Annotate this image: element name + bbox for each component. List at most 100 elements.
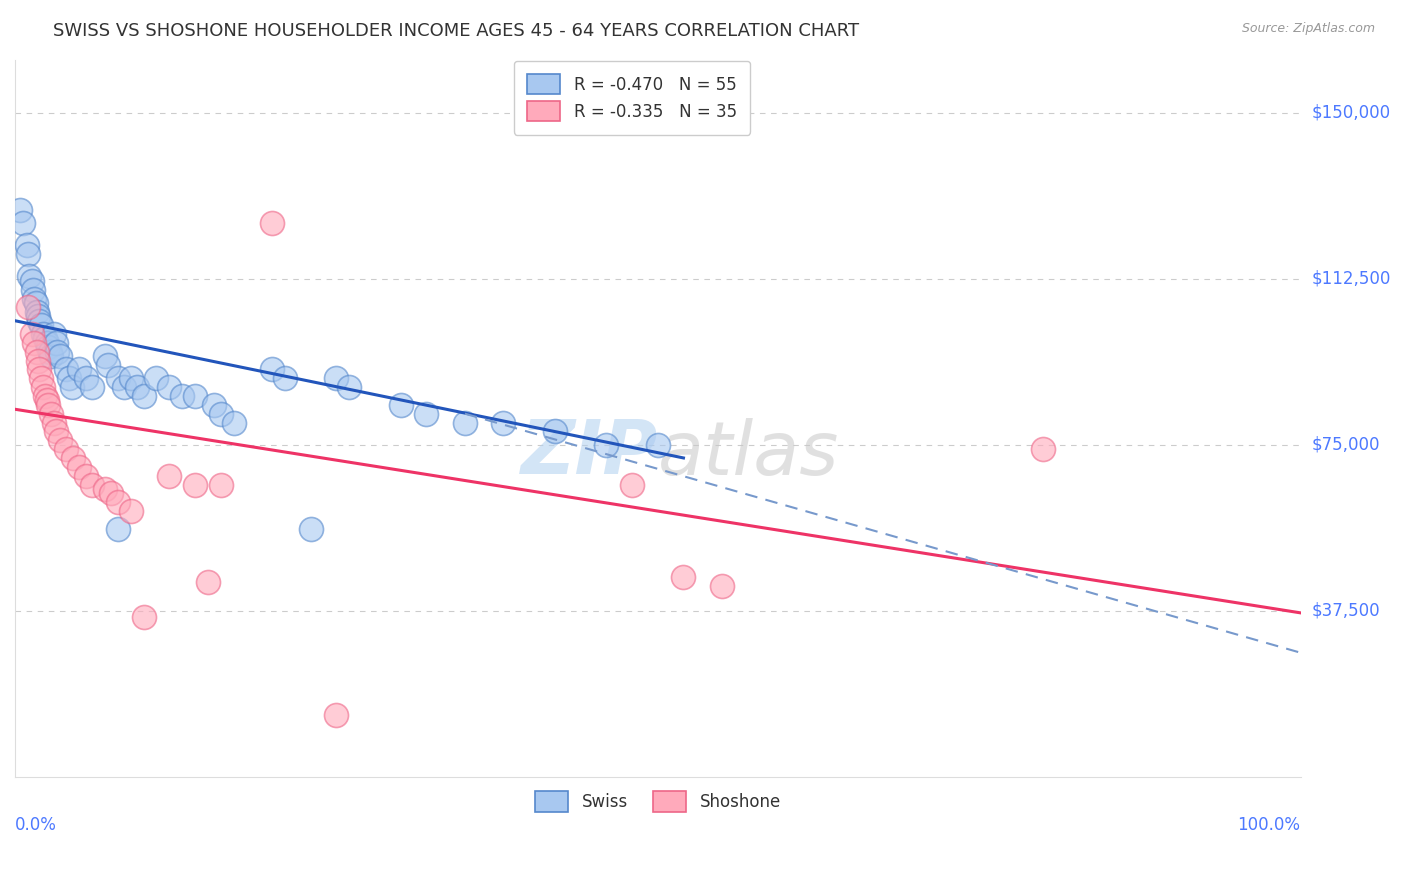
Text: 0.0%: 0.0% — [15, 816, 56, 834]
Point — [145, 371, 167, 385]
Point — [27, 353, 49, 368]
Point — [67, 362, 90, 376]
Point — [25, 305, 48, 319]
Point — [24, 296, 46, 310]
Point — [389, 398, 412, 412]
Point — [222, 416, 245, 430]
Point — [325, 371, 347, 385]
Point — [18, 269, 41, 284]
Point — [15, 238, 38, 252]
Point — [120, 504, 142, 518]
Point — [37, 398, 59, 412]
Point — [157, 380, 180, 394]
Point — [62, 450, 84, 465]
Point — [37, 393, 59, 408]
Point — [325, 707, 347, 722]
Point — [96, 358, 118, 372]
Point — [75, 468, 97, 483]
Point — [22, 335, 45, 350]
Point — [67, 459, 90, 474]
Point — [209, 407, 232, 421]
Text: Source: ZipAtlas.com: Source: ZipAtlas.com — [1241, 22, 1375, 36]
Point — [107, 522, 129, 536]
Text: $37,500: $37,500 — [1312, 601, 1381, 620]
Point — [17, 247, 39, 261]
Point — [595, 438, 617, 452]
Point — [621, 477, 644, 491]
Point — [711, 579, 734, 593]
Point — [34, 389, 56, 403]
Point — [17, 301, 39, 315]
Point — [672, 570, 695, 584]
Point — [454, 416, 477, 430]
Point — [132, 389, 155, 403]
Text: 100.0%: 100.0% — [1237, 816, 1301, 834]
Point — [37, 340, 59, 354]
Point — [32, 326, 55, 341]
Point — [37, 335, 59, 350]
Point — [209, 477, 232, 491]
Point — [46, 344, 69, 359]
Point — [25, 344, 48, 359]
Point — [262, 362, 284, 376]
Point — [202, 398, 225, 412]
Point — [94, 482, 117, 496]
Point — [1032, 442, 1054, 456]
Point — [544, 425, 567, 439]
Point — [60, 380, 83, 394]
Point — [492, 416, 515, 430]
Point — [274, 371, 297, 385]
Point — [262, 216, 284, 230]
Point — [647, 438, 669, 452]
Point — [82, 477, 104, 491]
Point — [184, 477, 207, 491]
Point — [32, 380, 55, 394]
Point — [55, 442, 77, 456]
Point — [157, 468, 180, 483]
Point — [28, 314, 51, 328]
Point — [21, 274, 44, 288]
Point — [184, 389, 207, 403]
Point — [127, 380, 149, 394]
Text: atlas: atlas — [658, 418, 839, 490]
Point — [30, 371, 52, 385]
Point — [58, 371, 80, 385]
Point — [30, 318, 52, 333]
Point — [55, 362, 77, 376]
Point — [39, 407, 62, 421]
Point — [75, 371, 97, 385]
Text: $150,000: $150,000 — [1312, 103, 1391, 121]
Point — [39, 349, 62, 363]
Point — [94, 349, 117, 363]
Text: ZIP: ZIP — [520, 417, 658, 491]
Text: $112,500: $112,500 — [1312, 269, 1391, 288]
Point — [21, 283, 44, 297]
Point — [132, 610, 155, 624]
Point — [49, 434, 72, 448]
Point — [172, 389, 194, 403]
Point — [337, 380, 360, 394]
Point — [120, 371, 142, 385]
Point — [82, 380, 104, 394]
Point — [22, 292, 45, 306]
Point — [42, 326, 65, 341]
Point — [415, 407, 437, 421]
Point — [107, 371, 129, 385]
Point — [27, 310, 49, 324]
Point — [100, 486, 122, 500]
Text: SWISS VS SHOSHONE HOUSEHOLDER INCOME AGES 45 - 64 YEARS CORRELATION CHART: SWISS VS SHOSHONE HOUSEHOLDER INCOME AGE… — [53, 22, 859, 40]
Point — [299, 522, 322, 536]
Point — [21, 326, 44, 341]
Point — [197, 574, 219, 589]
Point — [45, 425, 67, 439]
Text: $75,000: $75,000 — [1312, 435, 1381, 454]
Point — [112, 380, 135, 394]
Point — [28, 362, 51, 376]
Point — [107, 495, 129, 509]
Point — [34, 331, 56, 345]
Point — [42, 416, 65, 430]
Point — [11, 216, 34, 230]
Point — [45, 335, 67, 350]
Point — [38, 344, 60, 359]
Point — [49, 349, 72, 363]
